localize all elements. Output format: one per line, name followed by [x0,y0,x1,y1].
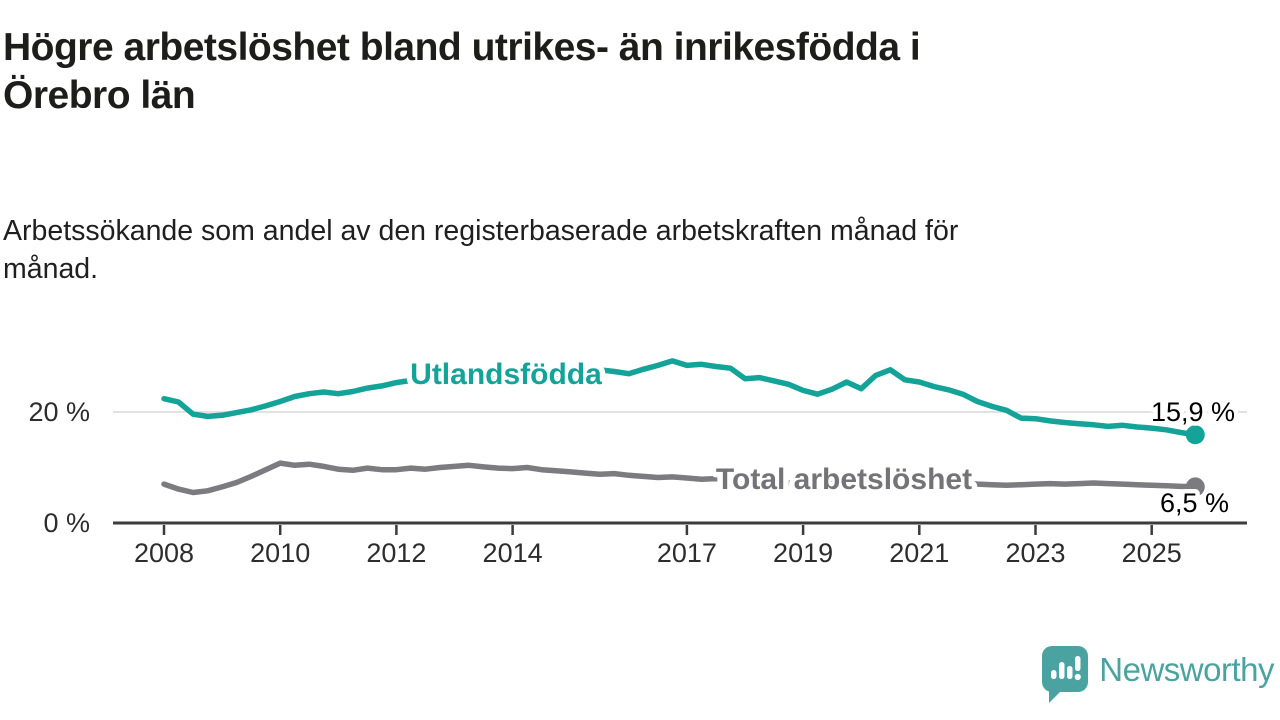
title-line-1: Högre arbetslöshet bland utrikes- än inr… [3,26,921,69]
series-end-dot-total-arbetsloshet [1185,477,1205,497]
newsworthy-speech-bubble-bar-chart-icon [1042,646,1089,703]
x-tick-label-2021: 2021 [889,538,949,568]
title-line-2: Örebro län [3,74,196,117]
subtitle-line-2: månad. [3,253,99,285]
end-value-label-total-arbetsloshet: 6,5 % [1160,488,1229,518]
x-tick-label-2025: 2025 [1122,538,1182,568]
series-label-total-arbetsloshet: Total arbetslöshet [716,463,972,496]
x-tick-label-2012: 2012 [366,538,426,568]
page-title: Högre arbetslöshet bland utrikes- än inr… [3,24,921,120]
series-end-dot-utlandsfodda [1185,425,1205,445]
y-tick-label-20: 20 % [28,397,90,427]
y-tick-label-0: 0 % [43,508,90,538]
x-tick-label-2010: 2010 [250,538,310,568]
newsworthy-logo: Newsworthy [1040,644,1274,704]
series-line-total-arbetsloshet [161,460,1199,496]
subtitle-line-1: Arbetssökande som andel av den registerb… [3,215,959,247]
end-value-label-utlandsfodda: 15,9 % [1151,397,1235,427]
x-tick-label-2019: 2019 [773,538,833,568]
x-tick-label-2014: 2014 [483,538,543,568]
x-tick-label-2023: 2023 [1005,538,1065,568]
x-tick-label-2017: 2017 [657,538,717,568]
chart-subtitle: Arbetssökande som andel av den registerb… [3,212,958,288]
brand-name: Newsworthy [1099,651,1274,688]
series-line-utlandsfodda [161,358,1199,438]
x-tick-label-2008: 2008 [134,538,194,568]
series-label-utlandsfodda: Utlandsfödda [410,358,602,391]
